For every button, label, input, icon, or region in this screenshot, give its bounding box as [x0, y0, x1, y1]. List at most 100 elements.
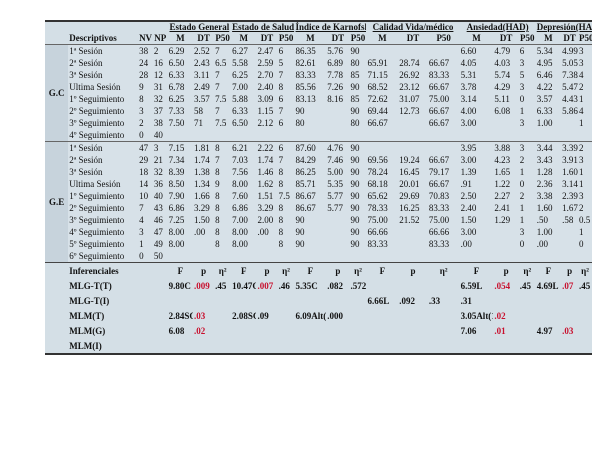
inferential-col-header: F: [167, 262, 194, 278]
session-name: Ultima Sesión: [68, 81, 139, 93]
inferential-value: [193, 293, 215, 308]
inferential-value: [326, 323, 350, 338]
stat-value: 3: [518, 57, 536, 69]
inferential-value: [561, 338, 579, 355]
table-row: 4º Seguimiento 3 47 8.00.00 8 8.00.00 8 90 90 66.…: [45, 226, 592, 238]
stat-value: 3: [518, 117, 536, 129]
stat-value: 90: [349, 154, 367, 166]
inferential-value: [459, 338, 494, 355]
stat-value: 1.74: [256, 154, 278, 166]
dt-header: DT: [561, 32, 579, 45]
inferential-value: .02: [193, 323, 215, 338]
header-column-row: Descriptivos NV NP M DT P50 M DT P50 M DT P50 M DT P50…: [45, 32, 592, 45]
stat-value: 3.14: [459, 93, 494, 105]
stat-value: .91: [459, 178, 494, 190]
header-group-title: Estado de Salud: [231, 20, 295, 32]
stat-value: 3.09: [256, 93, 278, 105]
inferential-value: [366, 338, 399, 355]
stat-value: 7.5: [277, 190, 295, 202]
inferential-value: [427, 278, 460, 293]
nv-value: 9: [138, 81, 153, 93]
stat-value: 7.60: [231, 190, 257, 202]
nv-value: 3: [138, 105, 153, 117]
table-row: 2ª Sesión 24 16 6.50 2.43 6.5 5.58 2.59 5 82.61 6.…: [45, 57, 592, 69]
inferential-value: .45: [214, 278, 232, 293]
inferential-value: .31: [459, 293, 494, 308]
stat-value: 90: [349, 214, 367, 226]
inferential-value: [518, 293, 536, 308]
inferential-col-header: η²: [427, 262, 460, 278]
stat-value: [294, 129, 327, 142]
stat-value: 4.95: [535, 57, 562, 69]
stat-value: 90: [349, 141, 367, 154]
stat-value: 79.17: [427, 166, 460, 178]
inferential-value: [349, 323, 367, 338]
m-header: M: [366, 32, 399, 45]
inferential-value: [427, 323, 460, 338]
nv-header: NV: [138, 32, 153, 45]
stat-value: 3.57: [193, 93, 215, 105]
inferential-col-header: F: [231, 262, 257, 278]
stat-value: 1.15: [256, 105, 278, 117]
session-name: 3º Seguimiento: [68, 214, 139, 226]
stat-value: 1: [578, 93, 592, 105]
stat-value: 3: [578, 154, 592, 166]
stat-value: 66.67: [427, 117, 460, 129]
stat-value: [427, 141, 460, 154]
stat-value: 2.43: [193, 57, 215, 69]
p50-header: P50: [214, 32, 232, 45]
session-name: 4º Seguimiento: [68, 129, 139, 142]
stat-value: 12.73: [398, 105, 428, 117]
stat-value: 5: [277, 57, 295, 69]
stat-value: 2.27: [493, 190, 519, 202]
stat-value: 1: [518, 214, 536, 226]
nv-value: 47: [138, 141, 153, 154]
stat-value: 8.50: [167, 178, 194, 190]
inferential-col-header: p: [326, 262, 350, 278]
inferential-value: .02: [493, 308, 519, 323]
inferential-col-header: p: [256, 262, 278, 278]
stat-value: 1.39: [459, 166, 494, 178]
m-header: M: [231, 32, 257, 45]
stat-value: 5.31: [459, 69, 494, 81]
stat-value: 1.51: [256, 190, 278, 202]
stat-value: [366, 129, 399, 142]
p50-header: P50: [518, 32, 536, 45]
inferential-spacer: [45, 293, 69, 308]
nv-value: 0: [138, 129, 153, 142]
inferential-value: [578, 293, 592, 308]
stat-value: 5: [518, 69, 536, 81]
inferential-value: [398, 278, 428, 293]
stat-value: 4.29: [493, 81, 519, 93]
m-header: M: [167, 32, 194, 45]
inferential-value: [193, 338, 215, 355]
stat-value: 2.12: [256, 117, 278, 129]
stat-value: [459, 250, 494, 263]
stat-value: 0.5: [578, 214, 592, 226]
inferential-value: [231, 293, 257, 308]
stat-value: 90: [349, 81, 367, 93]
p50-header: P50: [349, 32, 367, 45]
stat-value: 1.60: [535, 202, 562, 214]
stat-value: .00: [193, 226, 215, 238]
inferential-col-header: η²: [214, 262, 232, 278]
stat-value: 3.43: [535, 154, 562, 166]
stat-value: 1: [518, 166, 536, 178]
inferential-value: [294, 323, 327, 338]
stat-value: [256, 238, 278, 250]
inferential-value: .03: [561, 323, 579, 338]
inferential-value: 6.09Alt(1): [294, 308, 327, 323]
table-row: G.E 1ª Sesión 47 3 7.15 1.81 8 6.21 2.22 6 87.60 4.…: [45, 141, 592, 263]
inferential-value: .45: [578, 278, 592, 293]
nv-value: 1: [138, 238, 153, 250]
stat-value: 6: [277, 141, 295, 154]
np-value: 36: [152, 178, 168, 190]
stat-value: 1: [578, 117, 592, 129]
np-value: 2: [152, 44, 168, 57]
stat-value: 75.00: [366, 214, 399, 226]
header-group-title: Ansiedad(HAD): [459, 20, 536, 32]
stat-value: 80: [349, 57, 367, 69]
stat-value: 7: [277, 105, 295, 117]
np-value: 43: [152, 202, 168, 214]
